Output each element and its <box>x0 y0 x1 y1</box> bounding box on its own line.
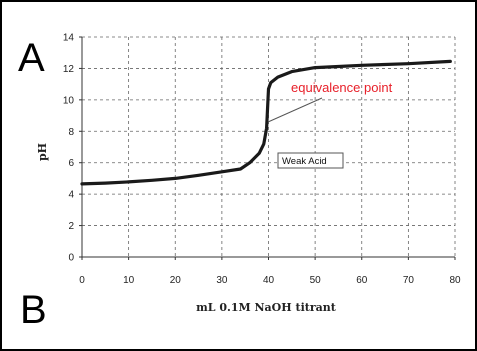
x-tick-label-80: 80 <box>449 275 461 286</box>
y-tick-label-2: 2 <box>68 221 74 232</box>
panel-label-a: A <box>18 36 45 80</box>
y-tick-label-4: 4 <box>68 190 74 201</box>
panel-label-b: B <box>20 288 47 332</box>
x-tick-label-10: 10 <box>123 275 135 286</box>
x-tick-label-50: 50 <box>310 275 322 286</box>
x-tick-label-30: 30 <box>216 275 228 286</box>
x-tick-label-60: 60 <box>356 275 368 286</box>
x-tick-label-20: 20 <box>170 275 182 286</box>
y-tick-label-14: 14 <box>63 33 75 44</box>
y-tick-label-6: 6 <box>68 158 74 169</box>
x-tick-label-40: 40 <box>263 275 275 286</box>
annotation-pointer <box>267 97 323 123</box>
y-tick-label-8: 8 <box>68 127 74 138</box>
x-tick-label-0: 0 <box>79 275 85 286</box>
x-tick-label-70: 70 <box>403 275 415 286</box>
annotation-equivalence-point: equivalence point <box>291 80 393 95</box>
y-tick-label-10: 10 <box>63 95 75 106</box>
x-axis-title: mL 0.1M NaOH titrant <box>196 301 337 314</box>
grid-lines <box>82 36 456 257</box>
annotation-group: equivalence point <box>267 80 393 123</box>
y-tick-label-0: 0 <box>68 253 74 264</box>
y-tick-label-12: 12 <box>63 64 75 75</box>
y-axis-title: pH <box>36 143 49 161</box>
legend-box <box>277 152 344 169</box>
tick-labels: 0 10 20 30 40 50 60 70 80 0 2 4 6 8 10 12 14 <box>63 33 461 287</box>
axes <box>79 36 456 260</box>
series-line-0 <box>80 59 452 186</box>
legend: Weak Acid <box>277 152 344 169</box>
legend-label: Weak Acid <box>282 156 327 167</box>
data-series <box>80 59 452 186</box>
